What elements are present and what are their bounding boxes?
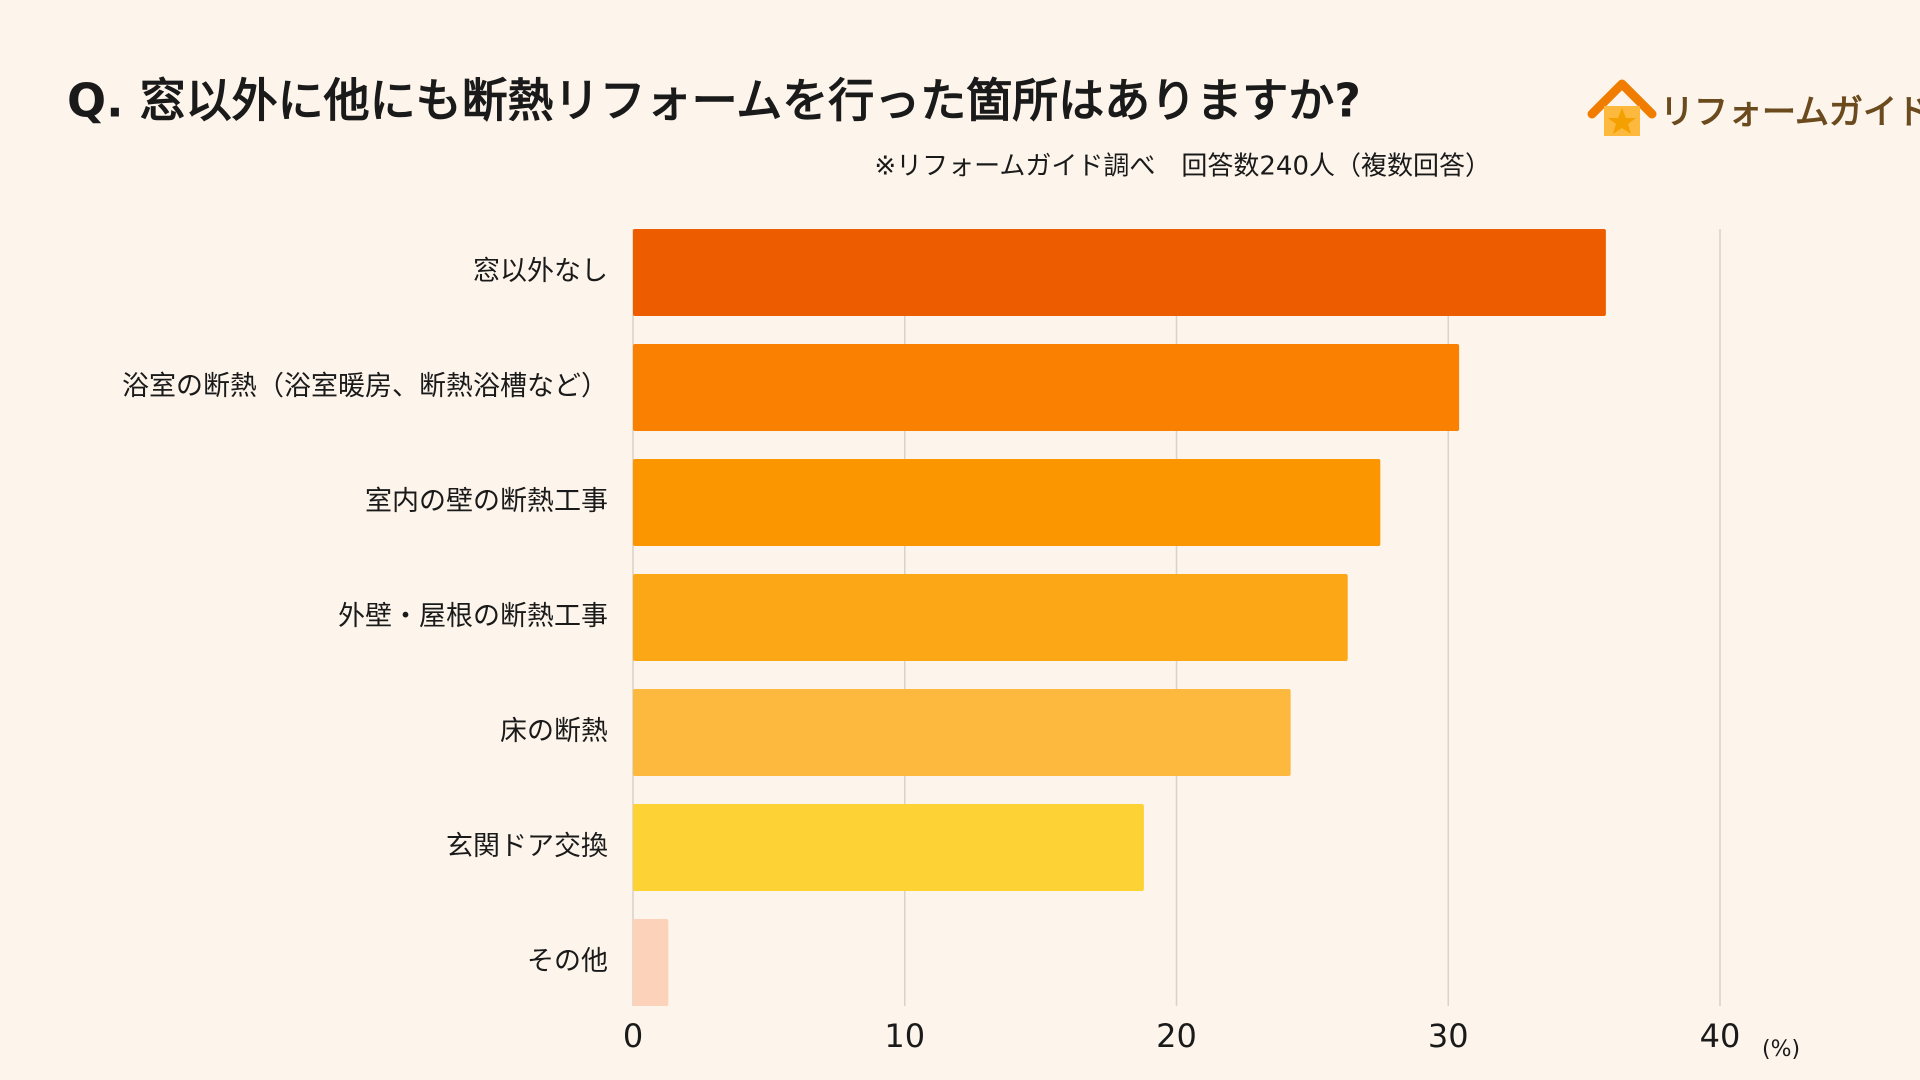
y-tick-label: 室内の壁の断熱工事 [365,486,608,517]
chart-title: Q. 窓以外に他にも断熱リフォームを行った箇所はありますか? [67,74,1361,128]
x-tick-label: 0 [623,1017,643,1055]
x-tick-label: 20 [1156,1017,1197,1055]
bar [633,919,669,1006]
y-tick-label: 窓以外なし [473,256,608,287]
bar [633,459,1381,546]
y-tick-label: 床の断熱 [500,716,608,747]
logo-text: リフォームガイド [1660,93,1920,133]
y-tick-label: 外壁・屋根の断熱工事 [338,601,608,632]
bar [633,344,1460,431]
bar [633,229,1606,316]
x-tick-label: 10 [884,1017,925,1055]
bar [633,574,1348,661]
logo-icon [1587,79,1657,136]
bar [633,804,1144,891]
bar [633,689,1291,776]
x-axis-label: (%) [1762,1037,1800,1062]
y-tick-label: 玄関ドア交換 [446,831,608,862]
x-tick-label: 30 [1428,1017,1469,1055]
x-tick-label: 40 [1700,1017,1741,1055]
y-tick-label: 浴室の断熱（浴室暖房、断熱浴槽など） [122,371,608,402]
y-tick-label: その他 [527,946,608,977]
subtitle: ※リフォームガイド調べ 回答数240人（複数回答） [874,152,1491,182]
